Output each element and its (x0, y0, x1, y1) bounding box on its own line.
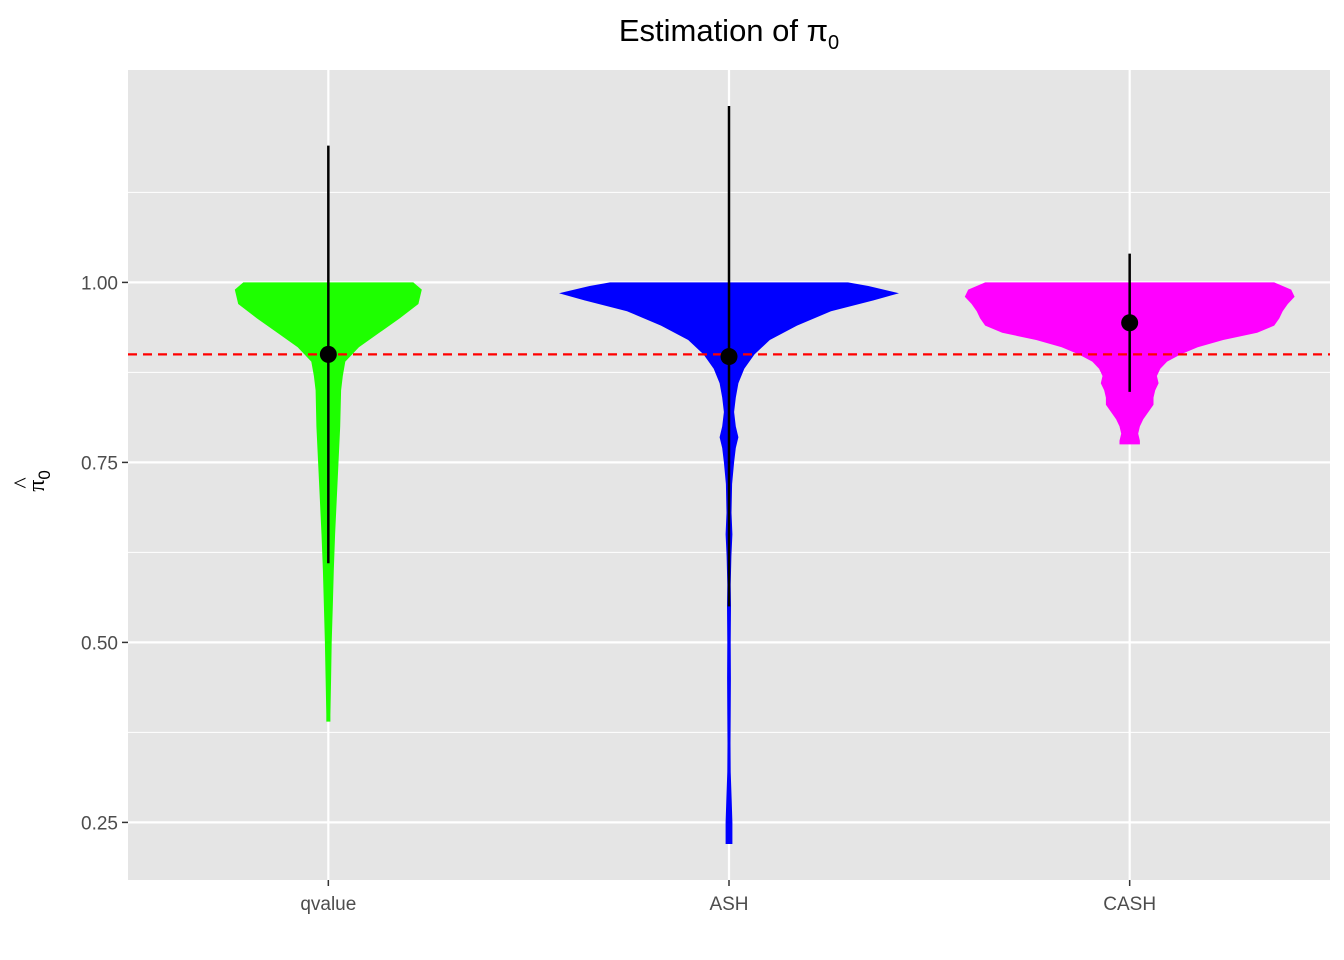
y-axis: 0.25 0.50 0.75 1.00 (81, 273, 128, 834)
y-tick-label: 0.50 (81, 633, 118, 654)
y-tick-label: 0.25 (81, 813, 118, 834)
x-axis: qvalue ASH CASH (300, 880, 1156, 915)
mean-point-cash (1121, 314, 1139, 332)
y-tick-label: 1.00 (81, 273, 118, 294)
intervals (319, 106, 1139, 607)
y-axis-label-main: π (24, 480, 50, 492)
y-axis-label: π0 ^ (10, 470, 54, 492)
x-tick-label: CASH (1103, 894, 1156, 915)
y-tick-label: 0.75 (81, 453, 118, 474)
mean-point-qvalue (319, 345, 337, 363)
y-axis-label-hat: ^ (10, 477, 36, 488)
mean-point-ash (720, 348, 738, 366)
x-tick-label: qvalue (300, 894, 356, 915)
y-axis-label-subscript: 0 (35, 470, 54, 479)
chart-title-subscript: 0 (828, 32, 839, 54)
svg-text:π0: π0 (24, 470, 54, 492)
chart-title: Estimation of π0 (619, 13, 839, 54)
x-tick-label: ASH (709, 894, 748, 915)
chart-title-main: Estimation of π (619, 13, 828, 48)
